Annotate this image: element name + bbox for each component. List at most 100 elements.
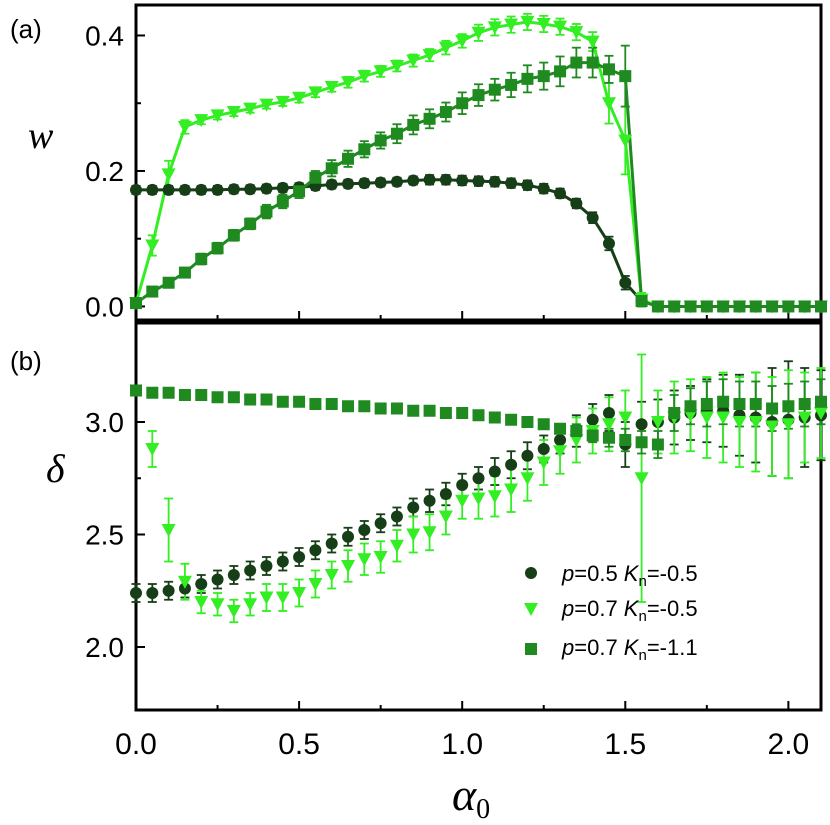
panel-b-point-circle <box>537 443 550 455</box>
panel-b-point-circle <box>423 494 436 507</box>
panel-b-point-circle <box>244 564 257 577</box>
panel-a-markers <box>129 15 828 314</box>
panel-b-point-circle <box>439 488 452 500</box>
panel-a-point-circle <box>439 173 452 186</box>
panel-a-point-circle <box>423 173 436 186</box>
panel-b-point-square <box>276 395 289 408</box>
panel-a-point-triangle-down <box>145 239 160 253</box>
panel-a-point-square <box>146 285 159 298</box>
panel-b-point-square <box>423 404 436 417</box>
panel-b-point-square <box>570 425 583 437</box>
panel-a-point-square <box>293 185 306 198</box>
panel-b-point-square <box>227 391 240 404</box>
panel-a-point-square <box>668 300 681 313</box>
panel-b-point-triangle-down <box>699 411 714 425</box>
panel-b-point-circle <box>293 551 306 563</box>
panel-b-point-square <box>407 404 420 417</box>
panel-a-point-square <box>619 70 632 83</box>
panel-b-point-triangle-down <box>748 416 763 429</box>
panel-a-point-circle <box>146 183 159 196</box>
panel-b-point-square <box>146 386 159 399</box>
panel-b-point-square <box>782 400 795 413</box>
panel-a-point-triangle-down <box>536 17 551 31</box>
panel-a-point-square <box>309 171 322 184</box>
panel-b-point-circle <box>162 584 175 597</box>
panel-a-point-circle <box>178 183 191 196</box>
panel-a-point-circle <box>586 211 599 224</box>
panel-a-point-square <box>733 300 746 313</box>
panel-a-point-triangle-down <box>194 114 209 128</box>
panel-b-point-square <box>358 400 371 413</box>
panel-a-point-circle <box>260 182 273 195</box>
panel-a-point-triangle-down <box>210 109 225 123</box>
panel-b-point-triangle-down <box>683 409 698 423</box>
panel-a-point-triangle-down <box>373 65 388 79</box>
panel-b-point-square <box>439 407 452 419</box>
legend-label-1: p=0.5 Kn=-0.5 <box>561 561 698 590</box>
panel-a-point-square <box>472 89 485 102</box>
panel-b: 0.0 0.5 1.0 1.5 2.0 2.0 2.5 3.0 (b) δ p=0.5 Kn=… <box>10 321 828 761</box>
panel-b-point-triangle-down <box>814 407 828 420</box>
panel-a-point-square <box>276 195 289 208</box>
panel-b-point-square <box>309 398 322 410</box>
panel-a-point-circle <box>472 175 485 188</box>
panel-b-point-triangle-down <box>716 411 731 425</box>
panel-b-ticks: 0.0 0.5 1.0 1.5 2.0 2.0 2.5 3.0 <box>85 407 809 761</box>
panel-b-point-triangle-down <box>471 492 486 506</box>
panel-a-point-triangle-down <box>504 18 519 32</box>
panel-a-point-triangle-down <box>455 34 470 48</box>
legend-marker-circle <box>525 567 537 579</box>
panel-a-point-circle <box>456 174 469 187</box>
panel-a-y-tick-label: 0.2 <box>85 156 124 187</box>
legend-entry-1: p=0.5 Kn=-0.5 <box>525 561 698 590</box>
panel-a-point-square <box>521 72 534 85</box>
panel-b-point-triangle-down <box>226 605 241 618</box>
panel-b-point-triangle-down <box>292 587 307 600</box>
panel-b-point-square <box>130 384 142 397</box>
panel-b-point-triangle-down <box>324 569 339 582</box>
panel-b-point-circle <box>390 510 403 523</box>
panel-a-point-square <box>505 78 518 91</box>
panel-b-point-square <box>195 389 208 401</box>
panel-b-label: (b) <box>10 346 42 376</box>
panel-a-point-square <box>684 300 697 313</box>
panel-a-point-circle <box>195 183 208 196</box>
panel-a-point-square <box>342 152 355 165</box>
panel-a-point-triangle-down <box>569 26 584 40</box>
panel-b-point-triangle-down <box>422 526 437 540</box>
panel-b-point-triangle-down <box>406 528 421 542</box>
panel-b-point-circle <box>211 573 224 586</box>
panel-b-point-square <box>766 402 779 415</box>
panel-a-y-tick-label: 0.0 <box>85 291 124 322</box>
panel-b-point-square <box>554 422 567 435</box>
panel-a-point-triangle-down <box>259 98 274 112</box>
panel-a-point-square <box>488 83 501 96</box>
x-tick-label: 0.0 <box>115 728 157 761</box>
panel-a-point-triangle-down <box>177 120 192 134</box>
panel-b-point-square <box>635 436 648 449</box>
x-tick-label: 1.0 <box>441 728 483 761</box>
panel-a-point-square <box>815 300 827 313</box>
panel-b-point-square <box>798 398 811 410</box>
panel-a-point-triangle-down <box>292 91 307 105</box>
panel-a-point-square <box>537 70 550 83</box>
panel-a-point-circle <box>342 177 355 190</box>
panel-a-lines <box>134 20 821 308</box>
panel-a-ticks: 0.0 0.2 0.4 <box>85 20 790 322</box>
panel-a-label: (a) <box>10 14 42 44</box>
panel-a-point-triangle-down <box>357 70 372 84</box>
panel-b-point-circle <box>130 587 142 599</box>
panel-b-point-square <box>456 407 469 419</box>
panel-a-point-square <box>211 242 224 255</box>
panel-a-point-circle <box>505 177 518 190</box>
panel-b-point-triangle-down <box>487 490 502 504</box>
panel-a-point-square <box>602 63 615 76</box>
panel-a-point-square <box>227 229 240 242</box>
panel-a-point-triangle-down <box>324 80 339 94</box>
panel-a-point-circle <box>570 197 583 210</box>
panel-b-ylabel: δ <box>46 446 66 491</box>
panel-b-point-triangle-down <box>732 416 747 429</box>
panel-b-point-square <box>668 407 681 419</box>
panel-a-errorbars <box>131 12 826 311</box>
panel-a-point-triangle-down <box>389 59 404 73</box>
